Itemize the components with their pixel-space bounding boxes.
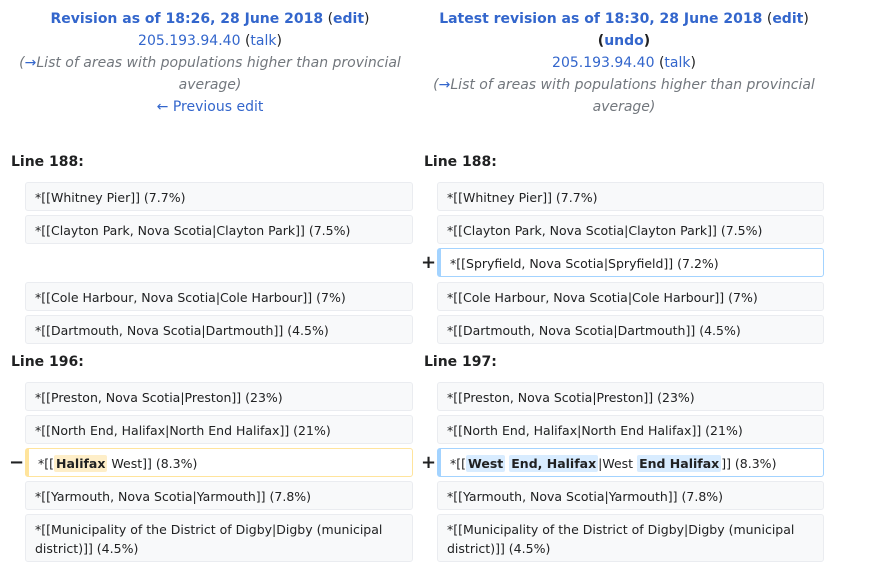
new-summary-section-link[interactable]: → (438, 77, 451, 93)
diff-context-old: *[[Preston, Nova Scotia|Preston]] (23%) (25, 382, 413, 411)
diff-context-old: *[[Municipality of the District of Digby… (25, 514, 413, 562)
old-revision-summary: (→List of areas with populations higher … (19, 55, 401, 93)
added-line-prefix: *[[ (450, 456, 467, 471)
added-line-marker: + (421, 252, 437, 273)
diff-context-old: *[[Whitney Pier]] (7.7%) (25, 182, 413, 211)
old-revision-user-link[interactable]: 205.193.94.40 (138, 33, 241, 49)
diff-context-new: *[[Municipality of the District of Digby… (437, 514, 824, 562)
diff-context-old: *[[Yarmouth, Nova Scotia|Yarmouth]] (7.8… (25, 481, 413, 510)
diff-context-new: *[[Cole Harbour, Nova Scotia|Cole Harbou… (437, 282, 824, 311)
diff-context-new: *[[North End, Halifax|North End Halifax]… (437, 415, 824, 444)
added-word: West (466, 455, 506, 472)
new-revision-link[interactable]: Latest revision as of 18:30, 28 June 201… (439, 11, 763, 27)
diff-deleted-line: *[[Halifax West]] (8.3%) (25, 448, 413, 477)
diff-context-old: *[[North End, Halifax|North End Halifax]… (25, 415, 413, 444)
diff-context-old: *[[Clayton Park, Nova Scotia|Clayton Par… (25, 215, 413, 244)
diff-context-new: *[[Preston, Nova Scotia|Preston]] (23%) (437, 382, 824, 411)
diff-added-line: *[[West End, Halifax |West End Halifax]] … (437, 448, 824, 477)
new-summary-text: List of areas with populations higher th… (450, 77, 815, 115)
deleted-line-prefix: *[[ (38, 456, 55, 471)
new-revision-header: Latest revision as of 18:30, 28 June 201… (424, 8, 824, 118)
old-summary-section-link[interactable]: → (24, 55, 37, 71)
new-line-number: Line 188: (424, 154, 497, 170)
old-line-number: Line 196: (11, 354, 84, 370)
diff-context-old: *[[Dartmouth, Nova Scotia|Dartmouth]] (4… (25, 315, 413, 344)
new-revision-talk-link[interactable]: talk (664, 55, 691, 71)
deleted-word: Halifax (54, 455, 108, 472)
old-revision-header: Revision as of 18:26, 28 June 2018 (edit… (10, 8, 410, 118)
deleted-line-suffix: West]] (8.3%) (107, 456, 198, 471)
previous-edit-link[interactable]: ← Previous edit (156, 99, 264, 115)
new-revision-edit-link[interactable]: edit (772, 11, 804, 27)
diff-context-old: *[[Cole Harbour, Nova Scotia|Cole Harbou… (25, 282, 413, 311)
diff-added-line: *[[Spryfield, Nova Scotia|Spryfield]] (7… (437, 248, 824, 277)
added-line-suffix: ]] (8.3%) (721, 456, 777, 471)
new-revision-summary: (→List of areas with populations higher … (433, 77, 815, 115)
deleted-line-marker: − (9, 452, 25, 473)
old-revision-edit-link[interactable]: edit (333, 11, 365, 27)
diff-context-new: *[[Clayton Park, Nova Scotia|Clayton Par… (437, 215, 824, 244)
new-revision-user-link[interactable]: 205.193.94.40 (552, 55, 655, 71)
old-line-number: Line 188: (11, 154, 84, 170)
added-word: End Halifax (637, 455, 722, 472)
diff-context-new: *[[Dartmouth, Nova Scotia|Dartmouth]] (4… (437, 315, 824, 344)
old-revision-talk-link[interactable]: talk (250, 33, 277, 49)
added-line-text: |West (598, 456, 638, 471)
diff-context-new: *[[Whitney Pier]] (7.7%) (437, 182, 824, 211)
old-summary-text: List of areas with populations higher th… (36, 55, 401, 93)
undo-link[interactable]: undo (604, 33, 644, 49)
old-revision-link[interactable]: Revision as of 18:26, 28 June 2018 (50, 11, 324, 27)
added-word: End, Halifax (509, 455, 599, 472)
new-line-number: Line 197: (424, 354, 497, 370)
added-line-marker: + (421, 452, 437, 473)
diff-context-new: *[[Yarmouth, Nova Scotia|Yarmouth]] (7.8… (437, 481, 824, 510)
